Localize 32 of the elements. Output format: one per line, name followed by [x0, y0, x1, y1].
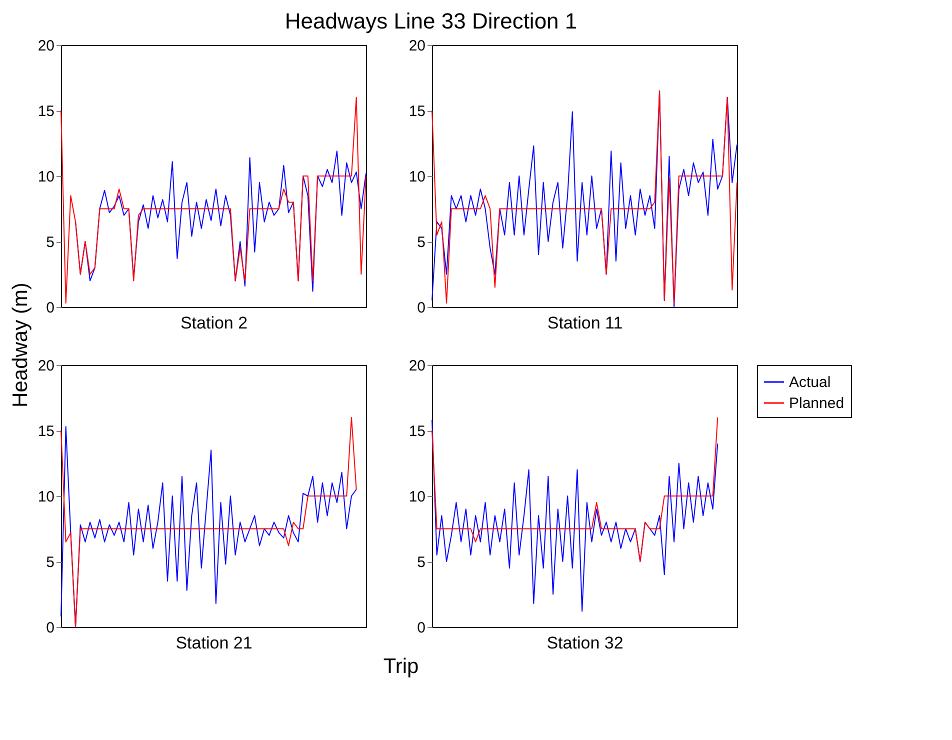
- y-tick-label: 0: [46, 620, 54, 636]
- y-tick-label: 20: [38, 358, 54, 374]
- x-axis-title: Station 11: [547, 314, 623, 332]
- legend-label: Planned: [789, 395, 844, 412]
- y-tick-label: 5: [417, 234, 426, 251]
- y-tick-label: 10: [408, 488, 426, 506]
- y-tick-label: 10: [38, 168, 54, 186]
- x-axis-title: Station 32: [546, 634, 624, 652]
- y-tick-label: 10: [408, 168, 426, 186]
- y-tick-label: 0: [46, 300, 54, 316]
- y-tick-label: 10: [38, 488, 54, 506]
- y-tick-label: 5: [46, 554, 54, 571]
- x-axis-title: Station 2: [180, 314, 248, 332]
- y-tick-label: 5: [46, 234, 54, 251]
- y-tick-label: 0: [417, 300, 426, 316]
- y-tick-label: 20: [408, 38, 426, 54]
- line-series: [432, 416, 718, 562]
- y-tick-label: 15: [408, 103, 426, 120]
- line-series: [60, 96, 366, 304]
- y-tick-label: 5: [417, 554, 426, 571]
- text: Trip: [383, 655, 419, 678]
- y-tick-label: 0: [417, 620, 426, 636]
- y-tick-label: 15: [408, 423, 426, 440]
- x-axis-title: Station 21: [176, 634, 252, 652]
- text: Headways Line 33 Direction 1: [284, 8, 578, 34]
- line-series: [432, 420, 718, 612]
- y-tick-label: 20: [38, 38, 54, 54]
- legend-label: Actual: [789, 374, 831, 391]
- y-tick-label: 15: [38, 423, 54, 440]
- y-axis-title: Headway (m): [9, 282, 32, 408]
- y-tick-label: 15: [38, 103, 54, 120]
- y-tick-label: 20: [408, 358, 426, 374]
